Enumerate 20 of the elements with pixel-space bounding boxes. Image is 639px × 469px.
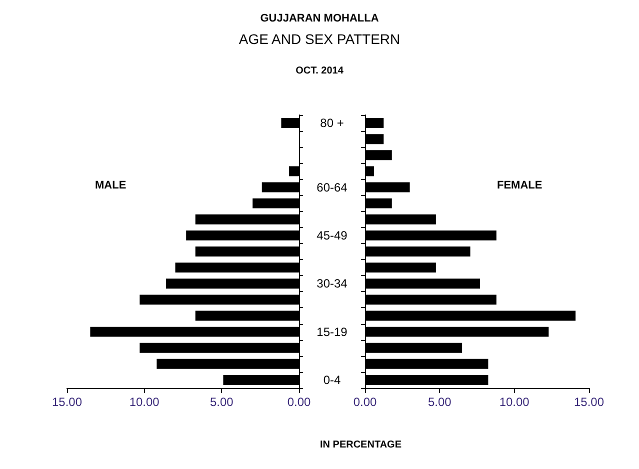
chart-title: GUJJARAN MOHALLA — [260, 12, 379, 24]
x-tick-label: 5.00 — [428, 395, 452, 409]
y-tick-label: 30-34 — [316, 276, 348, 291]
text: FEMALE — [497, 180, 542, 192]
text: MALE — [95, 180, 126, 192]
x-tick-label: 15.00 — [574, 395, 604, 409]
y-tick-label: 0-4 — [323, 372, 341, 387]
x-tick-label: 5.00 — [210, 395, 234, 409]
x-tick-label: 10.00 — [499, 395, 530, 409]
y-tick-label: 15-19 — [316, 324, 348, 339]
y-tick-label: 80 + — [320, 116, 344, 130]
text: OCT. 2014 — [296, 66, 344, 76]
x-tick-label: 15.00 — [52, 395, 82, 409]
y-tick-label: 45-49 — [316, 228, 348, 242]
chart-subtitle: AGE AND SEX PATTERN — [238, 31, 400, 47]
x-tick-label: 10.00 — [129, 395, 160, 409]
y-tick-label: 60-64 — [316, 180, 348, 194]
x-axis-title: IN PERCENTAGE — [320, 440, 402, 450]
x-tick-label: 0.00 — [353, 395, 377, 409]
x-tick-label: 0.00 — [287, 395, 311, 409]
